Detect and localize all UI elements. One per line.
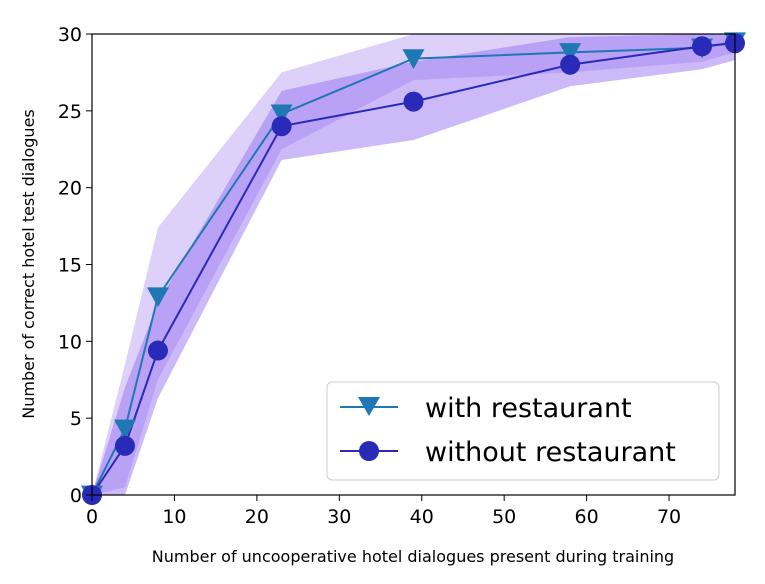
point-with-restaurant (402, 49, 425, 70)
legend: with restaurant without restaurant (326, 381, 720, 481)
x-tick-label: 40 (410, 506, 434, 528)
point-without-restaurant (114, 435, 135, 456)
y-tick-label: 15 (58, 255, 82, 277)
legend-box (326, 381, 720, 481)
line-without-restaurant (91, 42, 736, 496)
point-with-restaurant (146, 287, 169, 308)
y-tick-label: 5 (70, 408, 82, 430)
point-without-restaurant (271, 116, 292, 137)
series-lines (91, 40, 736, 496)
legend-marker-without-restaurant (359, 441, 379, 461)
point-without-restaurant (692, 36, 713, 57)
point-without-restaurant (147, 340, 168, 361)
y-tick-label: 10 (58, 331, 82, 353)
x-tick-label: 30 (327, 506, 351, 528)
x-axis-label: Number of uncooperative hotel dialogues … (152, 547, 674, 566)
x-tick-label: 20 (245, 506, 269, 528)
y-tick-label: 25 (58, 101, 82, 123)
band-without-restaurant (92, 34, 735, 495)
x-tick-label: 50 (492, 506, 516, 528)
y-tick-label: 20 (58, 178, 82, 200)
y-tick-label: 0 (70, 485, 82, 507)
x-tick-label: 60 (575, 506, 599, 528)
point-without-restaurant (403, 91, 424, 112)
band-with-restaurant (92, 34, 735, 495)
y-axis-label: Number of correct hotel test dialogues (19, 109, 38, 418)
x-tick-label: 10 (162, 506, 186, 528)
point-with-restaurant (559, 43, 582, 63)
y-tick-label: 30 (58, 24, 82, 46)
y-axis-ticks: 0 5 10 15 20 25 30 (58, 24, 92, 507)
confidence-bands (92, 34, 735, 495)
x-tick-label: 0 (86, 506, 98, 528)
point-with-restaurant (113, 419, 136, 440)
point-with-restaurant (270, 104, 293, 125)
series-markers (81, 32, 746, 506)
legend-label-without-restaurant: without restaurant (425, 437, 676, 468)
point-without-restaurant (560, 54, 581, 75)
x-axis-ticks: 0 10 20 30 40 50 60 70 (86, 495, 681, 528)
legend-label-with-restaurant: with restaurant (425, 393, 632, 424)
legend-marker-with-restaurant (358, 397, 380, 416)
x-tick-label: 70 (657, 506, 681, 528)
